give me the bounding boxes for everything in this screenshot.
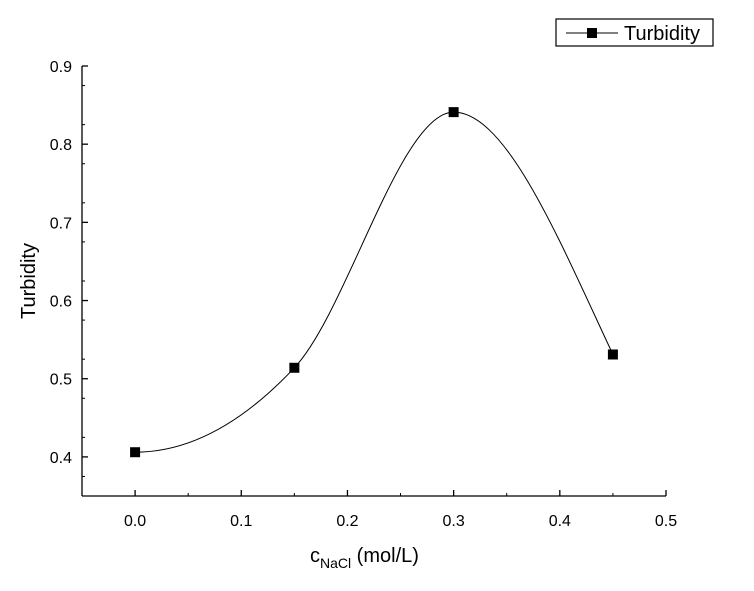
legend: Turbidity bbox=[555, 18, 714, 47]
x-axis-title-main: c bbox=[310, 545, 320, 567]
y-ticks: 0.4 0.5 0.6 0.7 0.8 0.9 bbox=[50, 59, 88, 477]
y-tick-label: 0.9 bbox=[50, 59, 72, 76]
data-point bbox=[130, 447, 141, 458]
legend-marker bbox=[587, 28, 597, 38]
legend-label: Turbidity bbox=[624, 23, 700, 45]
y-tick-label: 0.6 bbox=[50, 294, 72, 311]
series-markers bbox=[130, 107, 618, 458]
y-tick-label: 0.7 bbox=[50, 215, 72, 232]
x-tick-label: 0.2 bbox=[336, 513, 358, 530]
x-axis-title-sub: NaCl bbox=[320, 555, 351, 571]
x-tick-label: 0.5 bbox=[655, 513, 677, 530]
x-tick-label: 0.3 bbox=[443, 513, 465, 530]
x-tick-label: 0.4 bbox=[549, 513, 571, 530]
data-point bbox=[607, 349, 618, 360]
y-axis-title: Turbidity bbox=[18, 243, 40, 319]
y-tick-label: 0.4 bbox=[50, 450, 72, 467]
x-tick-label: 0.0 bbox=[124, 513, 146, 530]
x-ticks: 0.0 0.1 0.2 0.3 0.4 0.5 bbox=[81, 490, 677, 530]
y-tick-label: 0.5 bbox=[50, 372, 72, 389]
x-tick-label: 0.1 bbox=[230, 513, 252, 530]
x-axis-title: cNaCl (mol/L) bbox=[310, 545, 419, 571]
series-curve bbox=[135, 111, 614, 453]
y-tick-label: 0.8 bbox=[50, 137, 72, 154]
x-axis-title-unit: (mol/L) bbox=[351, 545, 419, 567]
data-point bbox=[448, 107, 459, 118]
data-point bbox=[289, 362, 300, 373]
